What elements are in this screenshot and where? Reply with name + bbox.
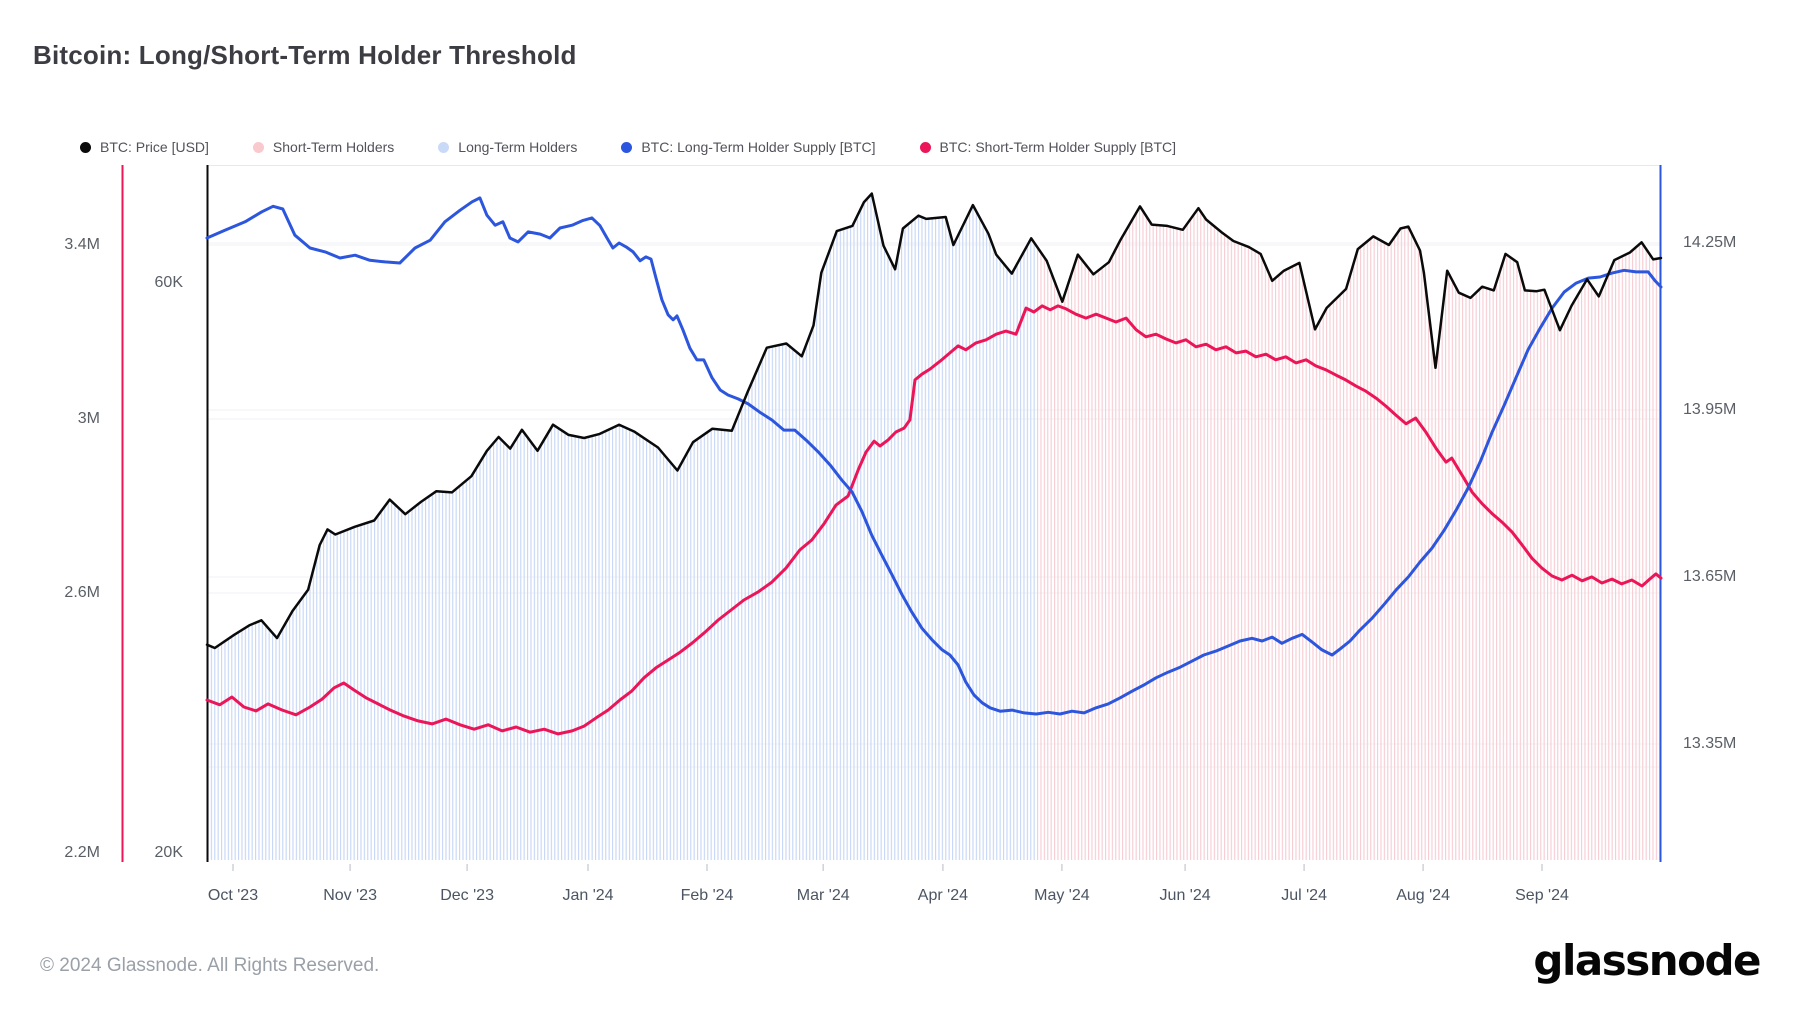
- legend-dot-icon: [621, 141, 633, 153]
- glassnode-logo: glassnode: [1533, 936, 1761, 985]
- y-axis-label-lth: 13.35M: [1683, 735, 1737, 752]
- x-axis-label: Aug '24: [1396, 887, 1450, 904]
- x-axis-label: Oct '23: [207, 887, 259, 904]
- legend-item-3[interactable]: BTC: Long-Term Holder Supply [BTC]: [621, 139, 876, 155]
- legend-item-label: Short-Term Holders: [272, 139, 395, 155]
- price-line: [205, 192, 1663, 650]
- y-axis-label-sth: 2.6M: [64, 584, 100, 601]
- x-axis-label: Mar '24: [796, 887, 850, 904]
- legend-item-2[interactable]: Long-Term Holders: [438, 139, 577, 155]
- legend-dot-icon: [919, 141, 931, 153]
- x-axis-label: Feb '24: [680, 887, 734, 904]
- sth-supply-line: [205, 304, 1663, 736]
- y-axis-label-lth: 13.65M: [1683, 568, 1737, 585]
- y-axis-label-price: 60K: [154, 274, 183, 291]
- long-term-holders-band: [207, 193, 1036, 860]
- legend-dot-icon: [80, 141, 91, 153]
- y-axis-label-sth: 3.4M: [64, 236, 100, 253]
- x-axis-ticks: [232, 864, 1543, 871]
- page-title: Bitcoin: Long/Short-Term Holder Threshol…: [33, 40, 577, 70]
- legend-item-1[interactable]: Short-Term Holders: [252, 139, 395, 155]
- x-axis-label: Nov '23: [323, 887, 377, 904]
- legend-item-0[interactable]: BTC: Price [USD]: [80, 139, 209, 155]
- x-axis-label: Jan '24: [562, 887, 614, 904]
- y-axis-label-sth: 2.2M: [64, 844, 100, 861]
- x-axis-label: Jul '24: [1281, 887, 1327, 904]
- legend: BTC: Price [USD] Short-Term Holders Long-T…: [80, 139, 1176, 155]
- legend-dot-icon: [438, 141, 450, 153]
- x-axis-label: Apr '24: [917, 887, 968, 904]
- short-term-holders-band: [1035, 206, 1661, 860]
- lth-supply-line: [205, 196, 1663, 716]
- legend-item-label: Long-Term Holders: [458, 139, 578, 155]
- x-axis-label: Sep '24: [1515, 887, 1569, 904]
- x-axis-label: May '24: [1034, 887, 1090, 904]
- legend-item-label: BTC: Long-Term Holder Supply [BTC]: [641, 139, 876, 155]
- copyright-text: © 2024 Glassnode. All Rights Reserved.: [40, 955, 380, 976]
- y-axis-label-sth: 3M: [77, 410, 100, 427]
- x-axis-label: Dec '23: [440, 887, 494, 904]
- legend-item-label: BTC: Short-Term Holder Supply [BTC]: [939, 139, 1177, 155]
- y-axis-label-lth: 13.95M: [1683, 401, 1737, 418]
- y-axis-label-price: 20K: [154, 844, 183, 861]
- legend-item-4[interactable]: BTC: Short-Term Holder Supply [BTC]: [919, 139, 1177, 155]
- legend-dot-icon: [252, 141, 264, 153]
- x-axis-label: Jun '24: [1159, 887, 1211, 904]
- y-axis-label-lth: 14.25M: [1683, 234, 1737, 251]
- legend-item-label: BTC: Price [USD]: [100, 139, 209, 155]
